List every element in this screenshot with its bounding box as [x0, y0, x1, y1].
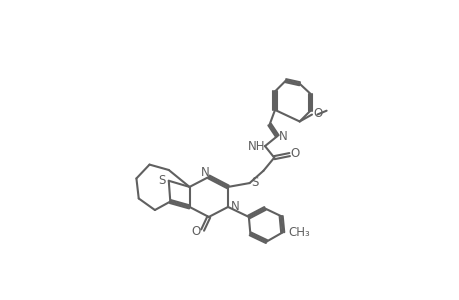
Text: NH: NH: [247, 140, 265, 153]
Text: S: S: [158, 174, 165, 187]
Text: N: N: [230, 200, 239, 213]
Text: O: O: [191, 225, 201, 238]
Text: N: N: [201, 166, 210, 179]
Text: O: O: [313, 107, 322, 120]
Text: CH₃: CH₃: [287, 226, 309, 239]
Text: N: N: [279, 130, 287, 143]
Text: O: O: [290, 147, 299, 160]
Text: S: S: [251, 176, 258, 189]
